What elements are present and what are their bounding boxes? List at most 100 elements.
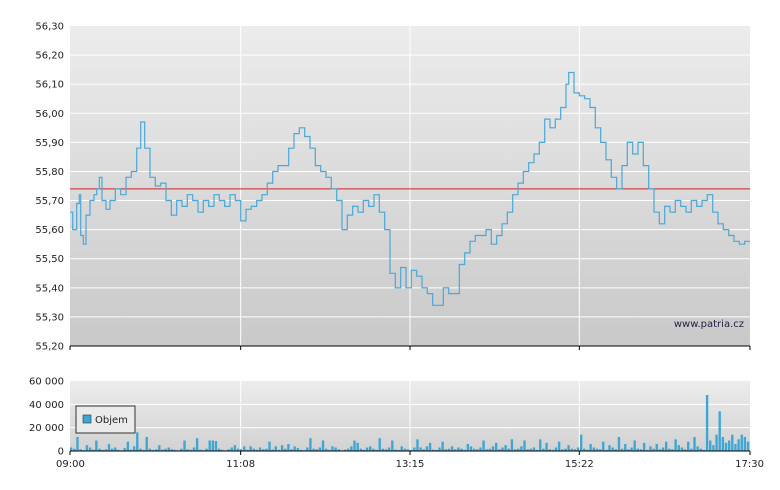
volume-bar: [476, 449, 479, 451]
volume-bar: [284, 448, 287, 451]
volume-bar: [438, 447, 441, 451]
volume-bar: [343, 449, 347, 451]
volume-bar: [362, 449, 366, 451]
price-y-tick-label: 55,80: [35, 167, 64, 178]
volume-bar: [419, 447, 422, 451]
price-y-tick-label: 55,60: [35, 225, 64, 236]
volume-bar: [529, 448, 532, 451]
volume-bar: [620, 448, 624, 451]
x-tick-label: 17:30: [735, 459, 764, 470]
volume-bar: [167, 447, 170, 451]
volume-bar: [507, 448, 510, 451]
price-y-tick-label: 55,40: [35, 283, 64, 294]
volume-bar: [271, 449, 274, 451]
volume-bar: [321, 440, 325, 451]
volume-bar: [523, 440, 526, 451]
volume-y-tick-label: 20 000: [29, 423, 64, 434]
volume-bar: [293, 446, 296, 451]
volume-bar: [195, 438, 199, 451]
volume-bar: [513, 449, 517, 451]
volume-bar: [709, 440, 712, 451]
volume-bar: [410, 449, 413, 451]
volume-bar: [318, 447, 322, 451]
volume-bar: [372, 448, 375, 451]
volume-bar: [180, 448, 183, 451]
volume-bar: [92, 449, 95, 451]
volume-bar: [258, 447, 262, 451]
volume-bar: [687, 441, 690, 451]
volume-bar: [98, 448, 101, 451]
volume-bar: [126, 441, 130, 451]
volume-bar: [107, 444, 111, 451]
volume-bar: [649, 446, 652, 451]
price-panel: 55,20 55,30 55,40 55,50 55,60 55,70 55,80 55,90…: [35, 22, 751, 353]
volume-bar: [104, 449, 107, 451]
volume-bar: [677, 445, 680, 451]
volume-bar: [290, 449, 293, 451]
volume-x-axis-ticks: 09:00 11:08 13:15 15:22 17:30: [56, 451, 764, 470]
volume-bar: [416, 439, 419, 451]
volume-bar: [630, 447, 633, 451]
volume-bar: [646, 449, 649, 451]
volume-bar: [356, 442, 359, 451]
volume-bar: [633, 440, 636, 451]
volume-bar: [715, 434, 718, 451]
volume-bar: [353, 440, 356, 451]
volume-bar: [504, 445, 507, 451]
volume-bar: [551, 449, 555, 451]
volume-bar: [712, 445, 715, 451]
volume-bar: [249, 446, 252, 451]
watermark: www.patria.cz: [674, 319, 744, 330]
volume-bar: [378, 438, 381, 451]
volume-bar: [400, 446, 403, 451]
volume-bar: [573, 449, 577, 451]
volume-bar: [173, 449, 177, 451]
volume-bar: [674, 439, 677, 451]
volume-bar: [208, 440, 211, 451]
volume-bar: [158, 445, 161, 451]
volume-bar: [564, 448, 567, 451]
volume-bar: [724, 442, 728, 451]
volume-bar: [652, 448, 655, 451]
volume-legend: Objem: [75, 405, 136, 434]
volume-bar: [472, 448, 476, 451]
volume-bar: [444, 449, 447, 451]
volume-bar: [605, 449, 608, 451]
volume-bar: [624, 444, 627, 451]
volume-y-tick-label: 40 000: [29, 400, 64, 411]
volume-bar: [580, 434, 583, 451]
volume-bar: [136, 432, 139, 451]
volume-bar: [148, 448, 152, 451]
volume-bar: [721, 437, 725, 451]
volume-bar: [602, 441, 605, 451]
volume-bar: [164, 448, 167, 451]
volume-bar: [350, 446, 353, 451]
price-series-line: [70, 71, 750, 306]
volume-bar: [598, 449, 602, 451]
volume-bar: [387, 447, 391, 451]
volume-grid: [70, 381, 750, 451]
volume-bar: [535, 449, 539, 451]
volume-bar: [334, 447, 337, 451]
volume-bar: [699, 448, 702, 451]
volume-bar: [463, 449, 466, 451]
volume-bar: [331, 446, 334, 451]
volume-bar: [592, 447, 595, 451]
volume-bar: [554, 447, 558, 451]
volume-bar: [532, 447, 536, 451]
volume-bar: [655, 444, 658, 451]
x-tick-label: 15:22: [565, 459, 594, 470]
volume-bar: [583, 448, 586, 451]
volume-bar: [485, 449, 488, 451]
volume-bar: [309, 438, 312, 451]
volume-bar: [595, 448, 599, 451]
volume-bar: [740, 434, 743, 451]
volume-bar: [221, 449, 224, 451]
x-tick-label: 09:00: [56, 459, 85, 470]
volume-bar: [183, 440, 186, 451]
volume-bar: [450, 446, 454, 451]
volume-bar: [693, 437, 696, 451]
volume-bar: [498, 449, 501, 451]
volume-bar: [306, 447, 309, 451]
volume-bar: [129, 449, 133, 451]
